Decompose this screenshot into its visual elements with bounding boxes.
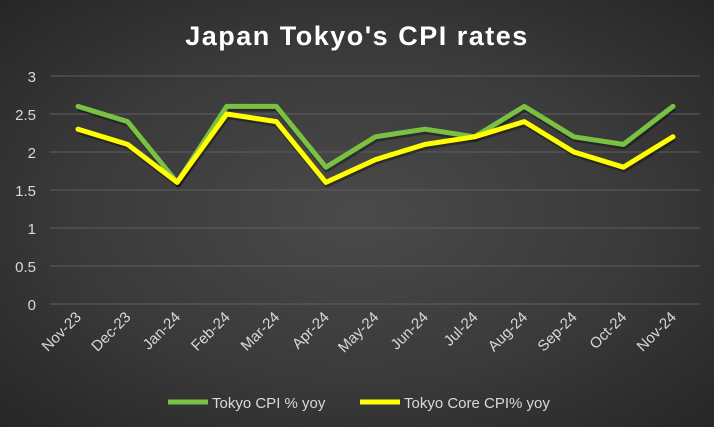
y-tick-label: 1.5 [15,183,36,200]
legend-label: Tokyo CPI % yoy [212,395,326,412]
x-tick-label: Nov-23 [39,309,85,355]
x-tick-label: Aug-24 [485,309,531,355]
legend-label: Tokyo Core CPI% yoy [404,395,550,412]
y-tick-label: 3 [28,69,36,86]
y-tick-label: 1 [28,221,36,238]
x-tick-label: Feb-24 [188,309,234,355]
x-tick-label: Jan-24 [140,309,184,353]
y-tick-label: 0 [28,297,36,314]
x-tick-label: Sep-24 [534,309,580,355]
x-tick-label: Apr-24 [289,309,333,353]
x-tick-label: Mar-24 [238,309,284,355]
x-tick-label: Nov-24 [634,309,680,355]
series-line-0 [75,103,676,185]
y-tick-label: 2 [28,145,36,162]
series-line-1 [75,111,676,185]
y-tick-label: 0.5 [15,259,36,276]
chart-title: Japan Tokyo's CPI rates [185,21,529,51]
x-tick-label: May-24 [335,309,382,356]
x-tick-label: Jun-24 [387,309,431,353]
x-tick-label: Jul-24 [441,309,482,350]
y-tick-label: 2.5 [15,107,36,124]
x-tick-label: Dec-23 [88,309,134,355]
x-tick-label: Oct-24 [586,309,630,353]
